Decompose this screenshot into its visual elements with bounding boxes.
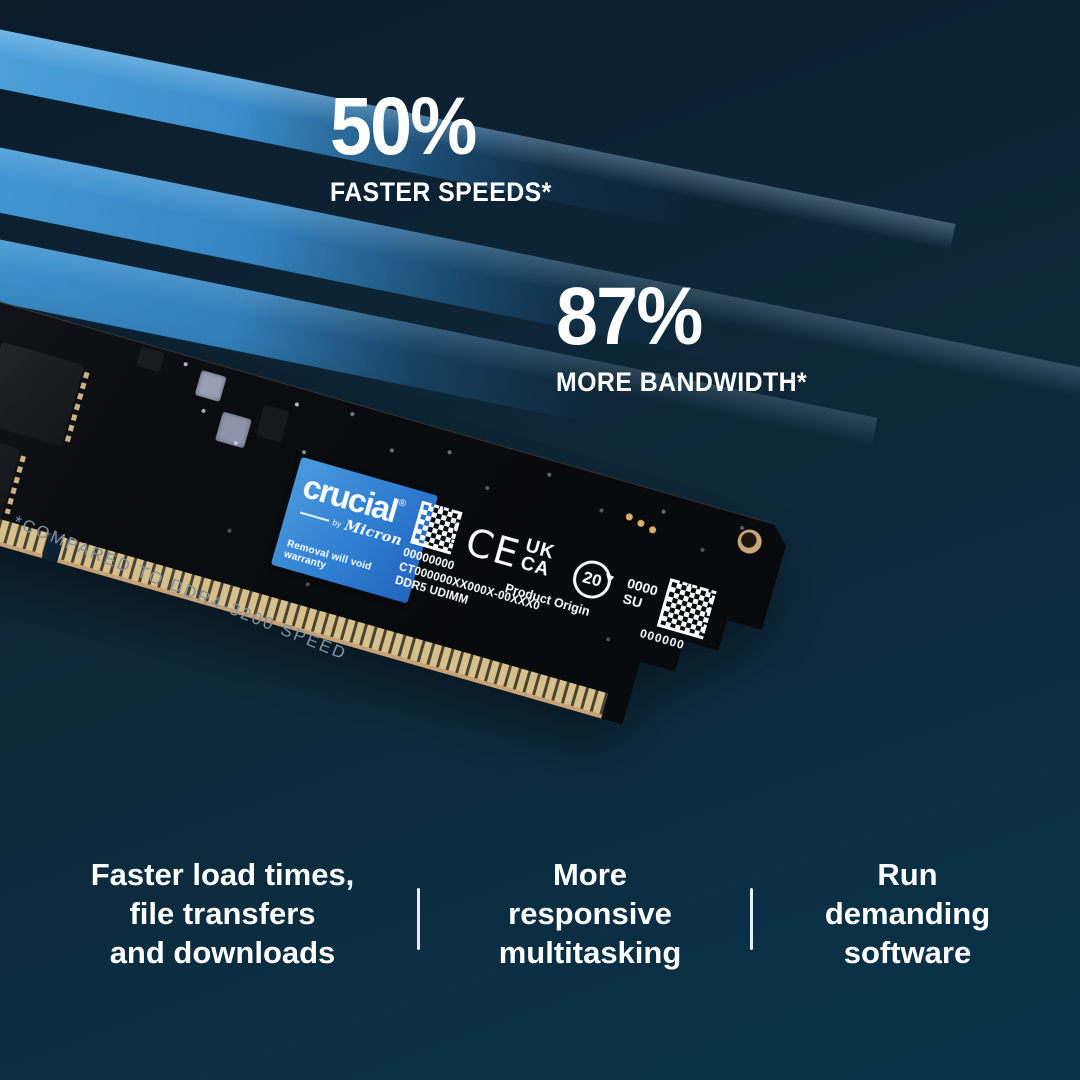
benefit-multitasking: More responsive multitasking [460,855,720,972]
ukca-mark-icon: UK CA [518,535,557,582]
benefit-line: software [843,935,972,970]
recycle-20-icon: 20 [568,556,616,604]
benefit-line: multitasking [498,935,682,970]
benefit-software: Run demanding software [795,855,1020,972]
benefit-line: responsive [508,896,672,931]
qr-code-icon [656,578,717,640]
benefit-load-times: Faster load times, file transfers and do… [55,855,390,972]
code-block: 0000 SU [621,575,660,614]
benefit-divider [417,888,420,950]
registered-mark: ® [397,497,408,511]
stat-value: 87% [556,271,703,362]
benefit-line: file transfers [129,896,316,931]
stat-label: FASTER SPEEDS* [330,177,552,207]
benefit-line: demanding [824,896,991,931]
benefit-line: More [552,857,628,892]
ukca-line: CA [518,552,553,582]
benefit-line: Faster load times, [90,857,355,892]
by-word: by [331,517,343,529]
benefit-divider [750,888,753,950]
stat-label: MORE BANDWIDTH* [556,367,808,397]
epup-years: 20 [580,567,604,591]
stat-faster-speeds: 50% FASTER SPEEDS* [330,86,552,208]
logo-rule [299,511,330,522]
benefit-line: and downloads [109,935,336,970]
stat-value: 50% [330,81,477,172]
stat-more-bandwidth: 87% MORE BANDWIDTH* [556,276,807,398]
benefit-line: Run [877,857,938,892]
